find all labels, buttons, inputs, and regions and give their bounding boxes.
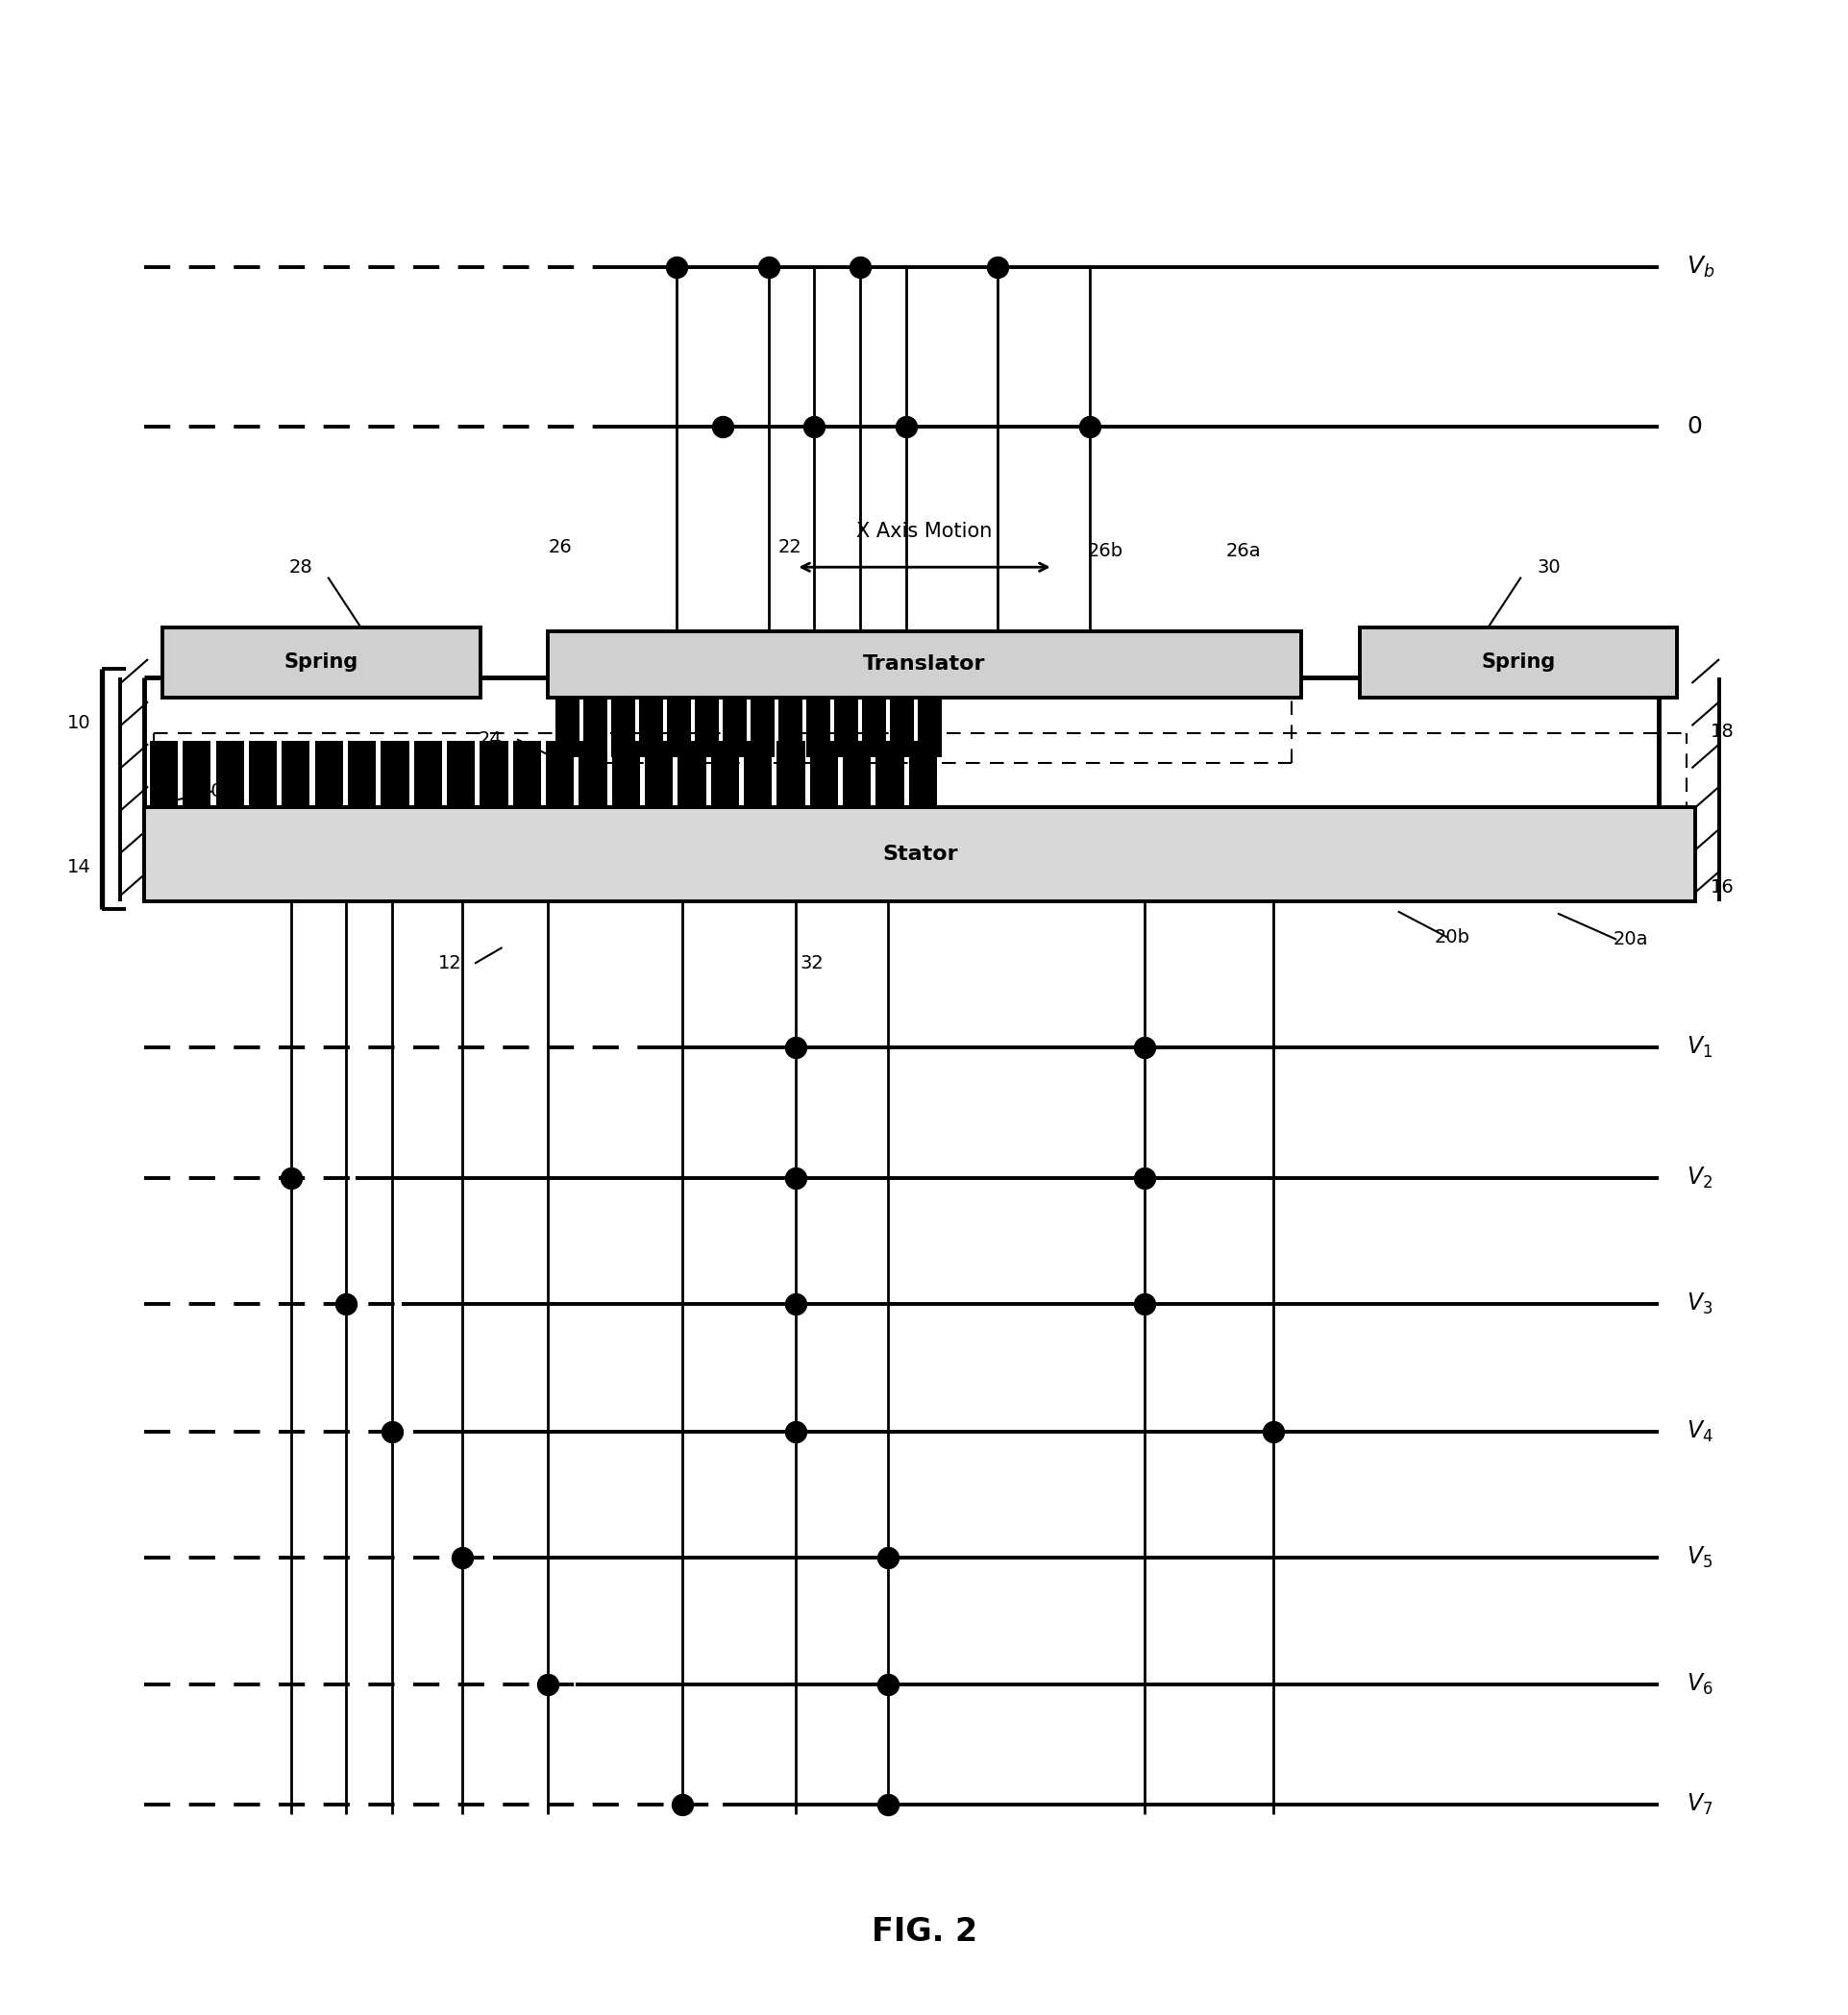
Text: 10: 10 [67,713,91,731]
Bar [545,742,573,808]
Text: 26: 26 [549,538,571,556]
Bar [778,697,802,758]
Point [891,411,920,443]
Point [532,1668,562,1701]
Bar [281,742,310,808]
Text: 20b: 20b [1434,929,1469,947]
Point [983,250,1013,282]
Text: X Axis Motion: X Axis Motion [856,522,992,542]
Bar [578,742,606,808]
Point [1129,1161,1159,1193]
Bar [909,742,937,808]
Bar [249,742,277,808]
Bar [743,742,771,808]
Bar [447,742,475,808]
Point [447,1541,477,1574]
Text: 32: 32 [798,955,822,973]
Point [331,1288,360,1320]
Point [708,411,737,443]
Text: $V_4$: $V_4$ [1685,1419,1711,1445]
Bar [547,631,1301,697]
Bar [833,697,857,758]
Bar [480,742,508,808]
Bar [695,697,719,758]
Bar [876,742,904,808]
Text: $V_5$: $V_5$ [1685,1546,1711,1570]
Text: 18: 18 [1709,721,1733,740]
Point [872,1668,902,1701]
Text: 20a: 20a [1611,931,1647,949]
Bar [806,697,830,758]
Point [667,1787,697,1820]
Point [275,1161,305,1193]
Text: Spring: Spring [285,653,359,671]
Bar [667,697,691,758]
Bar [723,697,747,758]
Bar [776,742,804,808]
Bar [381,742,408,808]
Text: $V_2$: $V_2$ [1685,1165,1711,1191]
Point [782,1288,811,1320]
Point [798,411,828,443]
Bar [889,697,913,758]
Bar [414,742,442,808]
Bar [612,742,639,808]
Bar [183,742,211,808]
Point [782,1417,811,1449]
Text: 30: 30 [1536,558,1560,576]
Text: 26b: 26b [1087,542,1122,560]
Point [872,1787,902,1820]
Point [1258,1417,1288,1449]
Text: 28: 28 [288,558,312,576]
Text: FIG. 2: FIG. 2 [870,1916,978,1949]
Bar [512,742,541,808]
Text: 20: 20 [200,782,224,800]
Bar [347,742,375,808]
Bar [163,627,480,697]
Bar [1358,627,1676,697]
Text: 16: 16 [1709,879,1733,897]
Text: $V_7$: $V_7$ [1685,1791,1711,1818]
Bar [554,697,578,758]
Bar [314,742,342,808]
Point [377,1417,407,1449]
Bar [750,697,774,758]
Text: 22: 22 [778,538,800,556]
Bar [710,742,739,808]
Bar [144,808,1695,901]
Text: 24: 24 [479,729,503,748]
Bar [584,697,606,758]
Point [872,1541,902,1574]
Bar [639,697,662,758]
Text: $V_6$: $V_6$ [1685,1672,1711,1697]
Text: Translator: Translator [863,655,985,673]
Point [1129,1288,1159,1320]
Text: Stator: Stator [881,844,957,864]
Bar [861,697,885,758]
Text: 14: 14 [67,858,91,877]
Point [782,1032,811,1064]
Point [754,250,784,282]
Text: $0$: $0$ [1685,415,1700,439]
Bar [216,742,244,808]
Text: 12: 12 [438,955,462,973]
Text: Spring: Spring [1480,653,1554,671]
Text: 26a: 26a [1225,542,1260,560]
Bar [843,742,870,808]
Bar [809,742,837,808]
Text: $V_b$: $V_b$ [1685,254,1713,280]
Bar [150,742,177,808]
Point [782,1161,811,1193]
Point [662,250,691,282]
Point [1129,1032,1159,1064]
Text: $V_1$: $V_1$ [1685,1036,1711,1060]
Bar [917,697,941,758]
Text: $V_3$: $V_3$ [1685,1292,1711,1316]
Bar [645,742,673,808]
Point [1074,411,1103,443]
Bar [612,697,634,758]
Point [845,250,874,282]
Bar [678,742,706,808]
